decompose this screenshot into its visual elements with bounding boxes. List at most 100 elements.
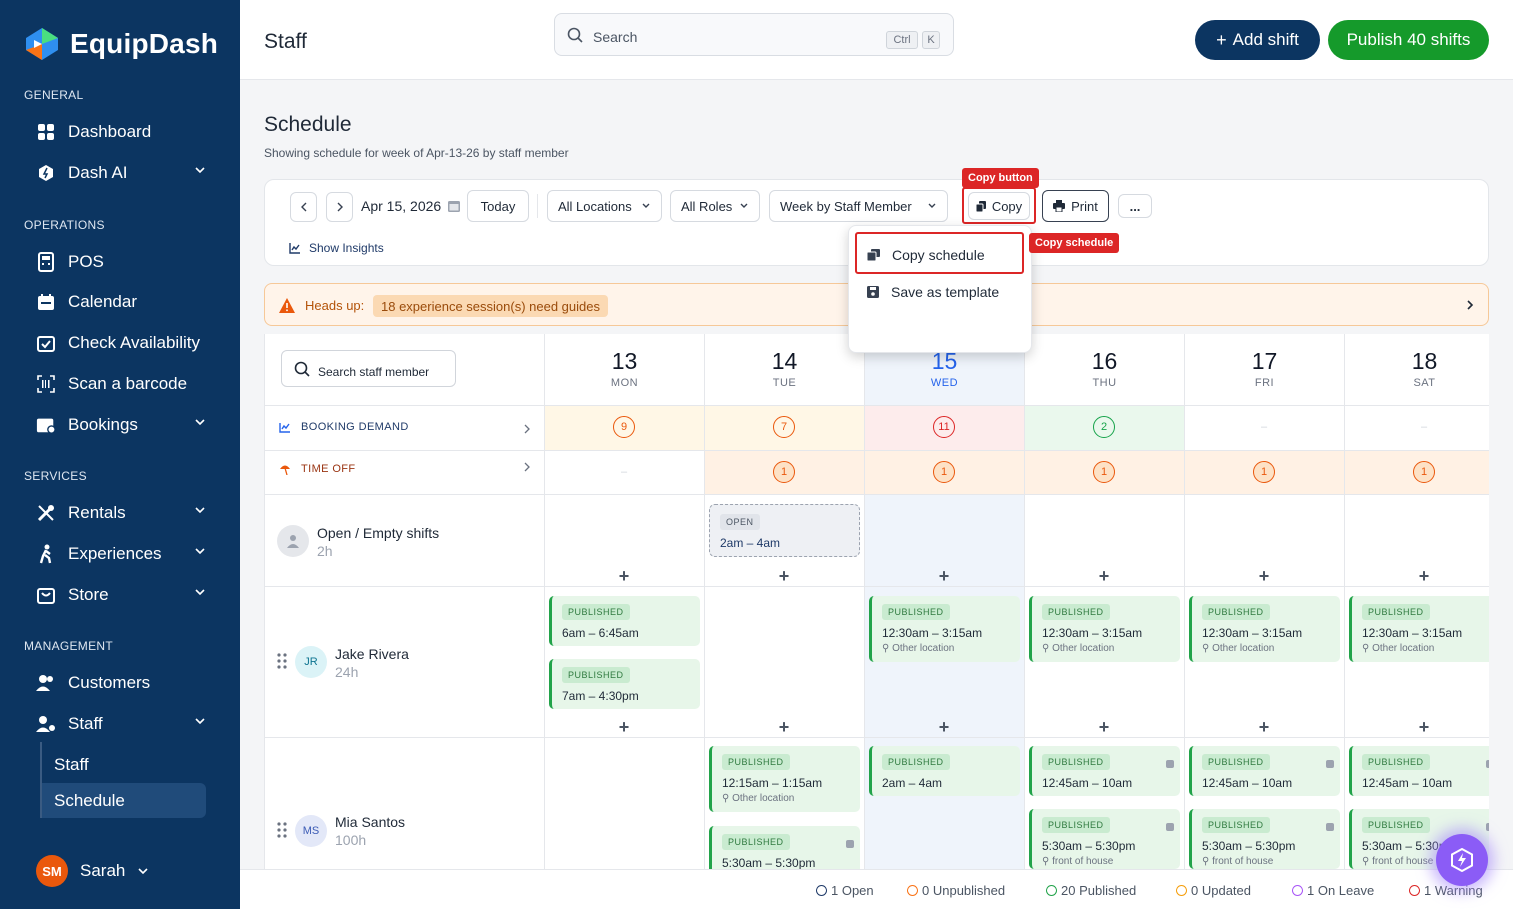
view-dropdown[interactable]: Week by Staff Member xyxy=(769,190,948,222)
shift-card[interactable]: PUBLISHED 12:15am – 1:15am ⚲ Other locatio… xyxy=(709,746,860,812)
legend-label: 1 Warning xyxy=(1424,883,1483,898)
shift-card[interactable]: PUBLISHED 2am – 4am xyxy=(869,746,1020,796)
add-shift-plus[interactable]: + xyxy=(778,566,790,586)
shift-card[interactable]: PUBLISHED 12:45am – 10am xyxy=(1189,746,1340,796)
sidebar-item-pos[interactable]: POS xyxy=(36,245,216,279)
shift-card[interactable]: PUBLISHED 12:30am – 3:15am ⚲ Other locatio… xyxy=(1029,596,1180,662)
published-badge: PUBLISHED xyxy=(1362,604,1430,620)
add-shift-plus[interactable]: + xyxy=(1418,717,1430,737)
beach-umbrella-icon xyxy=(280,465,290,475)
locations-dropdown[interactable]: All Locations xyxy=(547,190,662,222)
add-shift-plus[interactable]: + xyxy=(938,566,950,586)
legend-open[interactable]: 1 Open xyxy=(816,883,874,898)
show-insights-link[interactable]: Show Insights xyxy=(289,241,384,255)
add-shift-plus[interactable]: + xyxy=(618,717,630,737)
day-header-tue[interactable]: 14 TUE xyxy=(705,348,864,389)
staff-name[interactable]: Jake Rivera xyxy=(335,646,409,662)
legend-warning[interactable]: 1 Warning xyxy=(1409,883,1483,898)
ai-assistant-button[interactable] xyxy=(1436,834,1488,886)
day-number: 13 xyxy=(611,348,638,374)
shift-card[interactable]: PUBLISHED 5:30am – 5:30pm ⚲ front of house xyxy=(1029,809,1180,869)
shift-card[interactable]: PUBLISHED 7am – 4:30pm xyxy=(549,659,700,709)
shift-card[interactable]: PUBLISHED 12:45am – 10am xyxy=(1349,746,1489,796)
today-button[interactable]: Today xyxy=(467,190,529,222)
add-shift-plus[interactable]: + xyxy=(1098,717,1110,737)
demand-badge-tue: 7 xyxy=(773,416,795,438)
add-shift-plus[interactable]: + xyxy=(1258,717,1270,737)
add-shift-plus[interactable]: + xyxy=(618,566,630,586)
shift-card[interactable]: PUBLISHED 6am – 6:45am xyxy=(549,596,700,646)
save-as-template-menu-item[interactable]: Save as template xyxy=(859,274,1023,310)
prev-week-button[interactable] xyxy=(290,192,317,222)
drag-handle-icon[interactable] xyxy=(277,822,287,838)
publish-shifts-button[interactable]: Publish 40 shifts xyxy=(1328,20,1489,60)
day-of-week: WED xyxy=(930,377,959,389)
search-input[interactable]: Search Ctrl K xyxy=(554,13,954,56)
shift-card[interactable]: PUBLISHED 12:30am – 3:15am ⚲ Other locatio… xyxy=(1349,596,1489,662)
add-shift-button[interactable]: + Add shift xyxy=(1195,20,1320,60)
sidebar-item-check-availability[interactable]: Check Availability xyxy=(36,326,216,360)
next-week-button[interactable] xyxy=(326,192,353,222)
demand-badge-thu: 2 xyxy=(1093,416,1115,438)
day-header-wed[interactable]: 15 WED xyxy=(865,348,1024,389)
open-shifts-hours: 2h xyxy=(317,543,333,559)
add-shift-plus[interactable]: + xyxy=(778,717,790,737)
sidebar-item-scan-barcode[interactable]: Scan a barcode xyxy=(36,367,216,401)
open-shift-card[interactable]: OPEN 2am – 4am xyxy=(709,504,860,557)
roles-dropdown[interactable]: All Roles xyxy=(670,190,760,222)
day-header-fri[interactable]: 17 FRI xyxy=(1185,348,1344,389)
copy-schedule-menu-item[interactable]: Copy schedule xyxy=(859,237,1023,273)
copy-button[interactable]: Copy xyxy=(968,192,1030,220)
sidebar-item-bookings[interactable]: Bookings xyxy=(36,408,216,442)
sidebar-subitem-schedule[interactable]: Schedule xyxy=(42,783,206,818)
legend-updated[interactable]: 0 Updated xyxy=(1176,883,1251,898)
sidebar-item-experiences[interactable]: Experiences xyxy=(36,537,216,571)
drag-handle-icon[interactable] xyxy=(277,653,287,669)
legend-unpublished[interactable]: 0 Unpublished xyxy=(907,883,1005,898)
more-options-button[interactable]: ... xyxy=(1118,194,1152,218)
logo[interactable]: EquipDash xyxy=(24,26,218,62)
search-staff-input[interactable]: Search staff member xyxy=(281,350,456,387)
shift-card[interactable]: PUBLISHED 5:30am – 5:30pm ⚲ front of house xyxy=(1189,809,1340,869)
sidebar-item-dashboard[interactable]: Dashboard xyxy=(36,115,216,149)
search-placeholder: Search xyxy=(593,28,638,45)
shift-card[interactable]: PUBLISHED 12:45am – 10am xyxy=(1029,746,1180,796)
add-shift-plus[interactable]: + xyxy=(1418,566,1430,586)
legend-on-leave[interactable]: 1 On Leave xyxy=(1292,883,1374,898)
sidebar-item-staff[interactable]: Staff xyxy=(36,707,216,741)
timeoff-badge-fri[interactable]: 1 xyxy=(1253,461,1275,483)
timeoff-badge-sat[interactable]: 1 xyxy=(1413,461,1435,483)
sidebar-item-rentals[interactable]: Rentals xyxy=(36,496,216,530)
legend-published[interactable]: 20 Published xyxy=(1046,883,1136,898)
day-header-thu[interactable]: 16 THU xyxy=(1025,348,1184,389)
user-menu[interactable]: SM Sarah xyxy=(36,855,149,887)
timeoff-badge-tue[interactable]: 1 xyxy=(773,461,795,483)
add-shift-plus[interactable]: + xyxy=(1098,566,1110,586)
legend-dot xyxy=(1046,885,1057,896)
search-icon xyxy=(567,27,583,43)
sidebar-item-customers[interactable]: Customers xyxy=(36,666,216,700)
shift-card[interactable]: PUBLISHED 12:30am – 3:15am ⚲ Other locatio… xyxy=(1189,596,1340,662)
chevron-down-icon xyxy=(642,203,650,208)
menu-item-label: Copy schedule xyxy=(892,247,985,263)
sidebar-item-dash-ai[interactable]: Dash AI xyxy=(36,156,216,190)
staff-name[interactable]: Mia Santos xyxy=(335,814,406,830)
published-badge: PUBLISHED xyxy=(882,754,950,770)
add-shift-plus[interactable]: + xyxy=(1258,566,1270,586)
day-header-mon[interactable]: 13 MON xyxy=(545,348,704,389)
print-button[interactable]: Print xyxy=(1042,190,1109,222)
day-header-sat[interactable]: 18 SAT xyxy=(1345,348,1489,389)
equipdash-logo-icon xyxy=(26,28,58,60)
timeoff-badge-thu[interactable]: 1 xyxy=(1093,461,1115,483)
sidebar-item-calendar[interactable]: Calendar xyxy=(36,285,216,319)
timeoff-badge-wed[interactable]: 1 xyxy=(933,461,955,483)
shift-card[interactable]: PUBLISHED 5:30am – 5:30pm xyxy=(709,826,860,869)
booking-demand-row-label[interactable]: BOOKING DEMAND xyxy=(279,421,409,433)
time-off-row-label[interactable]: TIME OFF xyxy=(279,463,356,475)
date-picker[interactable]: Apr 15, 2026 xyxy=(361,198,461,214)
add-shift-plus[interactable]: + xyxy=(938,717,950,737)
sidebar-item-store[interactable]: Store xyxy=(36,578,216,612)
demand-empty-fri: – xyxy=(1260,421,1268,433)
sidebar-subitem-staff[interactable]: Staff xyxy=(54,755,89,774)
shift-card[interactable]: PUBLISHED 12:30am – 3:15am ⚲ Other locatio… xyxy=(869,596,1020,662)
